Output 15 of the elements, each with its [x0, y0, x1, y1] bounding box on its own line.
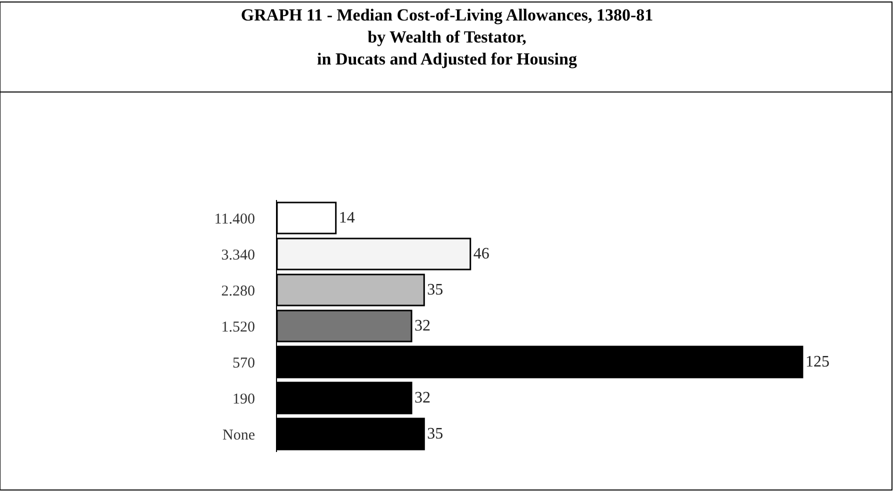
data-label: 35 [427, 282, 444, 298]
data-label: 32 [414, 318, 431, 334]
y-tick-label: 190 [232, 391, 255, 408]
data-label: 35 [427, 426, 444, 442]
data-label: 46 [473, 246, 490, 262]
data-label: 32 [414, 390, 431, 406]
y-tick-label: 11.400 [214, 211, 255, 228]
chart-title: GRAPH 11 - Median Cost-of-Living Allowances, 1380-81 by Wealth of Testator, in Ducats and Adjusted for Housing [240, 5, 654, 69]
data-label: 14 [338, 210, 355, 226]
y-tick-label: 570 [232, 355, 255, 372]
data-label: 125 [805, 354, 830, 370]
y-tick-label: None [222, 427, 256, 444]
y-tick-label: 1.520 [221, 319, 255, 336]
y-tick-label: 3.340 [221, 247, 255, 264]
y-tick-label: 2.280 [221, 283, 255, 300]
